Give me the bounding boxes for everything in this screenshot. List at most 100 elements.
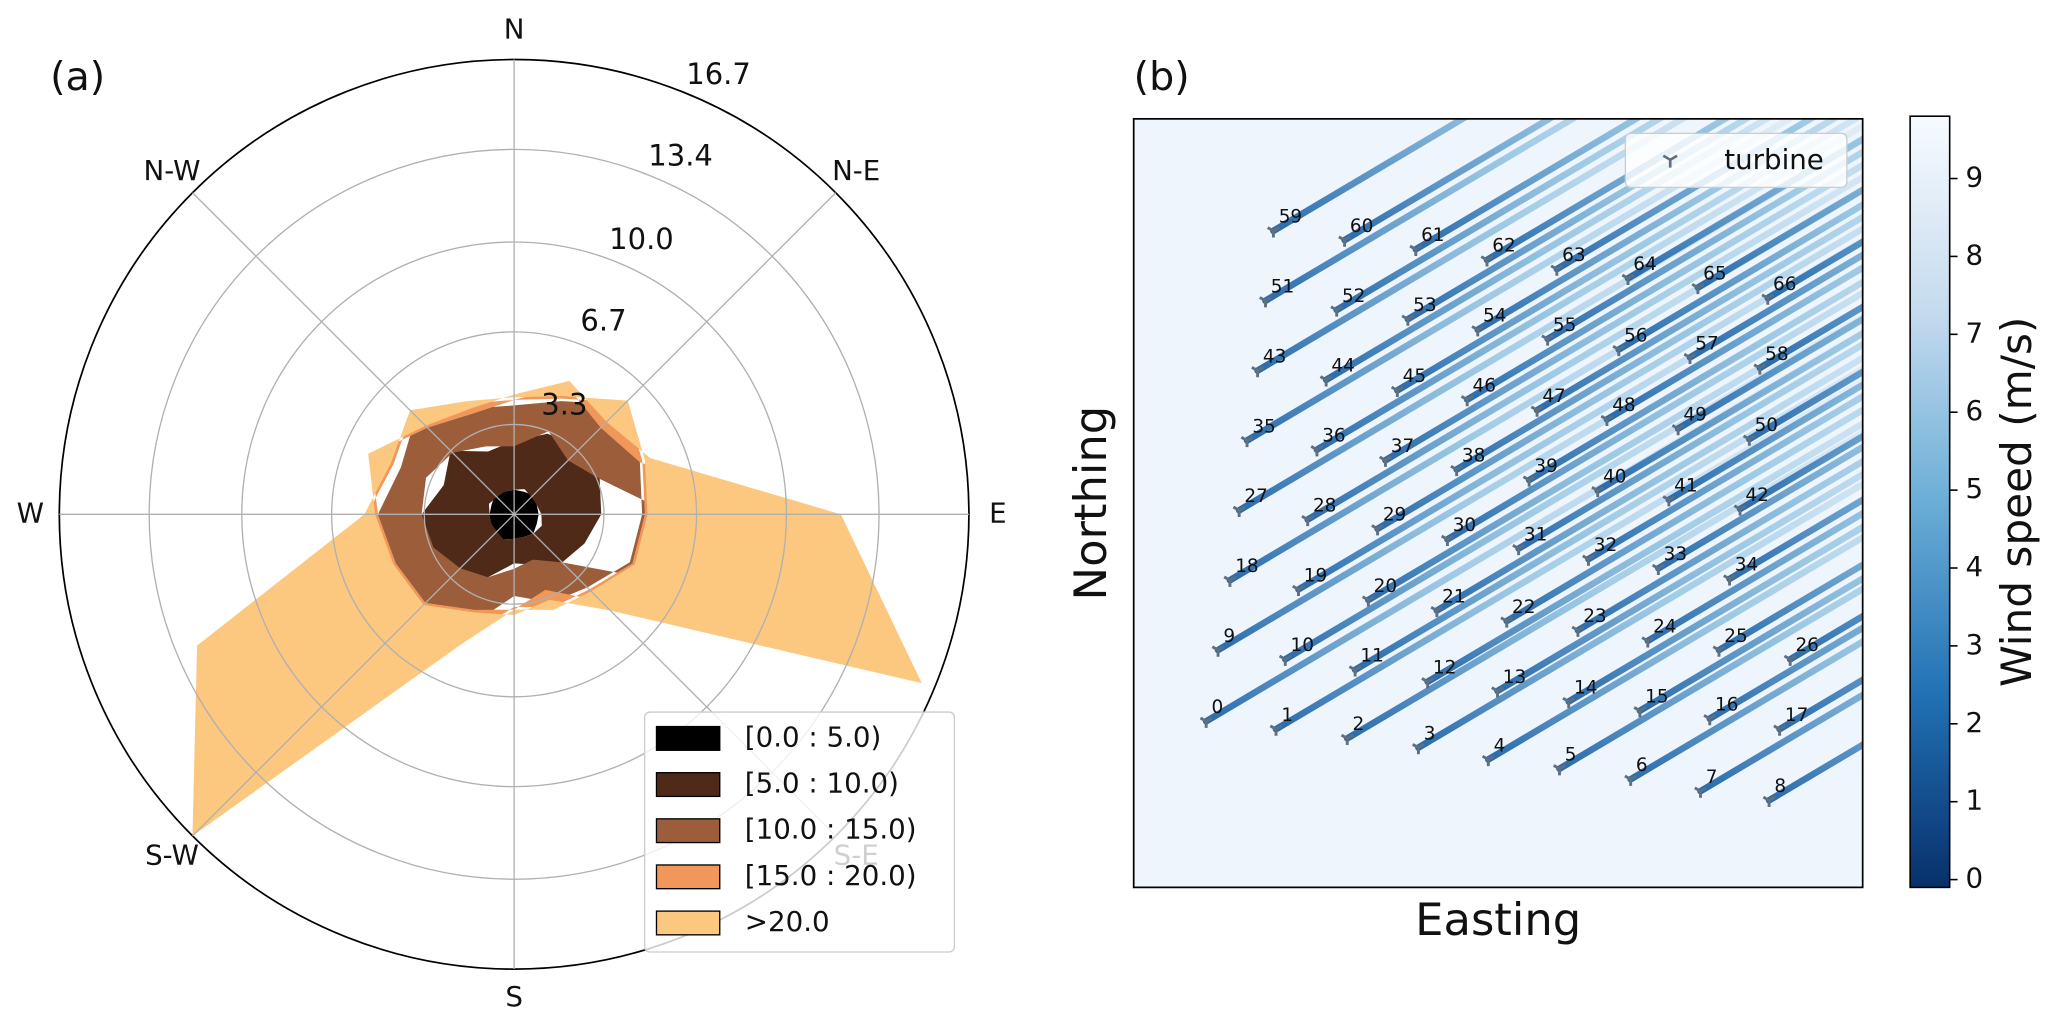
wake — [1544, 148, 1863, 343]
grid-spoke — [192, 513, 515, 837]
wake — [1453, 224, 1863, 473]
turbine-label: 11 — [1360, 646, 1383, 667]
turbine — [1460, 395, 1474, 407]
panel-label: (b) — [1134, 54, 1190, 100]
direction-label: N-W — [144, 154, 201, 187]
turbine-label: 34 — [1735, 555, 1758, 576]
turbine-label: 0 — [1211, 697, 1223, 718]
wake — [1715, 561, 1863, 654]
turbine-label: 3 — [1424, 723, 1436, 744]
turbine — [1401, 314, 1415, 326]
plot-frame — [1132, 117, 1864, 889]
turbine — [1269, 724, 1283, 736]
turbine — [1624, 774, 1638, 786]
wake — [1694, 186, 1863, 291]
wake — [1585, 392, 1863, 563]
colorbar-tick-label: 5 — [1965, 472, 1983, 505]
colorbar-tick-label: 6 — [1965, 394, 1983, 427]
turbine — [1240, 435, 1254, 448]
wake — [1444, 289, 1863, 543]
turbine-label: 59 — [1279, 207, 1302, 228]
turbine — [1379, 455, 1392, 467]
direction-label: S — [505, 980, 523, 1013]
turbine-label: 41 — [1674, 476, 1697, 497]
turbine — [1761, 293, 1775, 305]
wake — [1313, 122, 1863, 454]
legend-label: [0.0 : 5.0) — [745, 720, 882, 753]
turbine-label: 28 — [1313, 495, 1336, 516]
turbine-label: 5 — [1565, 745, 1577, 766]
direction-label: W — [17, 496, 44, 529]
wake — [1574, 457, 1863, 634]
wake — [1254, 118, 1689, 374]
wake — [1603, 263, 1863, 423]
turbine-label: 1 — [1281, 705, 1293, 726]
turbine-label: 30 — [1453, 515, 1476, 536]
wake — [1503, 406, 1863, 625]
colorbar-tick-label: 8 — [1965, 238, 1983, 271]
turbine-label: 19 — [1304, 565, 1327, 586]
r-tick-label: 16.7 — [686, 57, 751, 91]
legend-label: turbine — [1724, 143, 1824, 176]
y-axis-label: Northing — [1064, 406, 1117, 601]
turbine — [1421, 677, 1435, 689]
turbine — [1266, 226, 1280, 238]
turbine — [1232, 505, 1246, 517]
turbine-label: 7 — [1706, 767, 1718, 788]
turbine-label: 22 — [1512, 597, 1535, 618]
turbine-label: 13 — [1503, 667, 1526, 688]
r-tick-label: 13.4 — [648, 138, 713, 172]
turbine-label: 45 — [1403, 366, 1426, 387]
wake — [1624, 135, 1863, 282]
wake — [1404, 118, 1753, 323]
turbine — [1390, 385, 1404, 397]
direction-label: E — [989, 496, 1006, 529]
turbine-label: 48 — [1612, 395, 1635, 416]
colorbar-tick-label: 7 — [1965, 316, 1983, 349]
turbine — [1762, 795, 1776, 807]
turbine — [1562, 696, 1576, 709]
legend-label: [15.0 : 20.0) — [745, 859, 917, 892]
turbine — [1522, 475, 1536, 487]
turbine-label: 2 — [1353, 714, 1365, 735]
rose-layer — [192, 380, 922, 836]
turbine-label: 25 — [1724, 626, 1747, 647]
wake — [1665, 381, 1863, 504]
turbine — [1319, 375, 1333, 387]
wake — [1553, 118, 1817, 273]
turbine — [1310, 445, 1324, 457]
turbine-label: 53 — [1413, 295, 1436, 316]
turbine — [1330, 305, 1344, 317]
turbine — [1199, 716, 1213, 728]
turbine — [1512, 544, 1526, 556]
wake — [1295, 251, 1863, 593]
r-tick-label: 6.7 — [580, 304, 626, 338]
turbine — [1348, 665, 1362, 677]
legend-swatch — [655, 864, 721, 890]
turbine — [1301, 515, 1315, 527]
turbine-label: 21 — [1442, 586, 1465, 607]
wake — [1433, 354, 1863, 614]
wake — [1494, 470, 1863, 695]
wake — [1281, 313, 1863, 663]
colorbar-label: Wind speed (m/s) — [1992, 317, 2041, 687]
colorbar-tick-label: 1 — [1965, 784, 1983, 817]
turbine-label: 8 — [1774, 776, 1786, 797]
turbine-label: 46 — [1472, 375, 1495, 396]
turbine — [1742, 434, 1756, 446]
turbine-label: 36 — [1322, 426, 1345, 447]
turbine — [1491, 686, 1504, 698]
turbine — [1340, 733, 1354, 746]
x-axis-label: Easting — [1415, 893, 1581, 946]
direction-label: S-W — [145, 838, 199, 871]
wake — [1474, 118, 1840, 334]
turbine-label: 24 — [1653, 617, 1676, 638]
colorbar-tick-label: 3 — [1965, 628, 1983, 661]
turbine — [1600, 414, 1614, 426]
turbine — [1430, 605, 1444, 618]
legend-marker — [1662, 154, 1678, 168]
legend-swatch — [655, 818, 721, 844]
turbine-label: 57 — [1695, 333, 1718, 354]
wake — [1270, 118, 1469, 235]
wake — [1515, 340, 1863, 552]
